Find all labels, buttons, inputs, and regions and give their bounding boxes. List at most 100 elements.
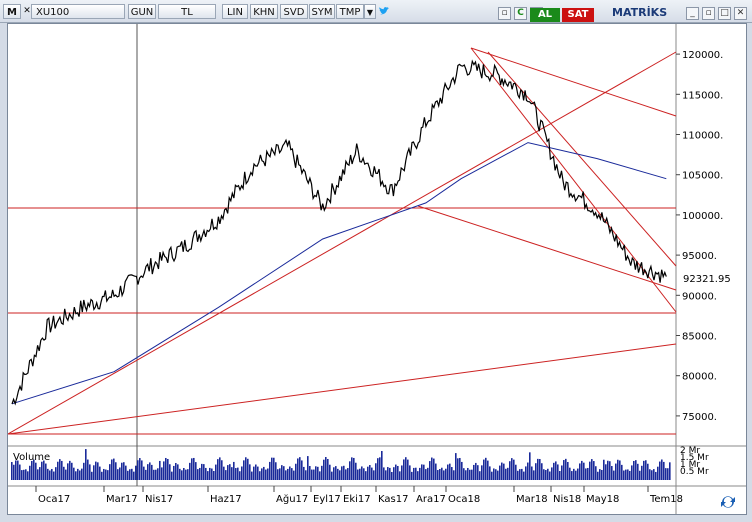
x-tick-label: Eyl17 — [313, 494, 341, 505]
volume-bar — [525, 466, 527, 480]
volume-tick-label: 0.5 Mr — [680, 467, 709, 477]
dropdown-arrow-icon[interactable]: ▼ — [364, 4, 376, 19]
chart-frame — [8, 24, 746, 514]
volume-bar — [499, 465, 501, 480]
period-button[interactable]: GUN — [128, 4, 156, 19]
sell-button[interactable]: SAT — [562, 8, 594, 22]
refresh-icon[interactable]: C — [514, 7, 527, 20]
volume-bar — [613, 470, 615, 480]
svd-button[interactable]: SVD — [280, 4, 308, 19]
volume-bar — [309, 466, 311, 480]
volume-bar — [325, 457, 327, 480]
lin-button[interactable]: LIN — [222, 4, 248, 19]
volume-bar — [427, 467, 429, 480]
volume-bar — [655, 471, 657, 480]
sync-icon[interactable] — [718, 494, 738, 510]
volume-bar — [219, 457, 221, 480]
volume-bar — [75, 471, 77, 480]
volume-bar — [425, 469, 427, 480]
sym-button[interactable]: SYM — [309, 4, 335, 19]
volume-bar — [205, 467, 207, 480]
volume-bar — [509, 461, 511, 480]
volume-bar — [361, 466, 363, 480]
volume-bar — [631, 465, 633, 480]
volume-bar — [187, 469, 189, 480]
trend-line — [7, 343, 677, 435]
pin-icon[interactable]: ▫ — [498, 7, 511, 20]
volume-bar — [21, 470, 23, 480]
toolbar: M ✕ XU100 GUN TL LIN KHN SVD SYM TMP ▼ ▫… — [0, 0, 752, 23]
volume-bar — [229, 464, 231, 480]
volume-bar — [545, 470, 547, 480]
volume-bar — [195, 462, 197, 480]
volume-bar — [333, 467, 335, 480]
minimize-icon[interactable]: _ — [686, 7, 699, 20]
volume-bar — [271, 457, 273, 480]
maximize-icon[interactable]: □ — [718, 7, 731, 20]
volume-bar — [647, 463, 649, 480]
close-symbol-icon[interactable]: ✕ — [23, 6, 31, 16]
buy-button[interactable]: AL — [530, 8, 560, 22]
volume-bar — [37, 469, 39, 480]
volume-bar — [67, 463, 69, 480]
volume-bar — [193, 457, 195, 480]
volume-bar — [231, 467, 233, 480]
volume-bar — [549, 471, 551, 480]
volume-bar — [63, 466, 65, 480]
last-price-label: 92321.95 — [683, 274, 731, 285]
volume-bar — [399, 471, 401, 480]
volume-bar — [363, 468, 365, 480]
volume-bar — [639, 470, 641, 480]
volume-bar — [251, 471, 253, 480]
volume-tick-label: 2 Mr — [680, 446, 700, 456]
volume-bar — [315, 466, 317, 480]
volume-bar — [591, 459, 593, 480]
volume-bar — [331, 471, 333, 480]
volume-bar — [287, 468, 289, 480]
volume-bar — [109, 464, 111, 480]
volume-bar — [235, 468, 237, 480]
volume-bar — [45, 463, 47, 480]
volume-bar — [17, 460, 19, 480]
x-tick-label: May18 — [586, 494, 619, 505]
menu-button[interactable]: M — [3, 4, 21, 19]
volume-bar — [31, 460, 33, 480]
volume-bar — [497, 470, 499, 480]
volume-bar — [595, 466, 597, 480]
khn-button[interactable]: KHN — [250, 4, 278, 19]
close-icon[interactable]: ✕ — [734, 7, 747, 20]
volume-bar — [275, 462, 277, 480]
volume-bar — [599, 469, 601, 480]
price-chart[interactable]: 120000. 115000. 110000. 105000. 100000. 95000… — [7, 24, 746, 514]
tmp-button[interactable]: TMP — [336, 4, 364, 19]
volume-bar — [157, 468, 159, 480]
volume-bar — [53, 471, 55, 480]
volume-bar — [35, 462, 37, 480]
chart-area[interactable]: 120000. 115000. 110000. 105000. 100000. 95000… — [7, 23, 747, 515]
x-tick-label: Mar18 — [516, 494, 548, 505]
volume-bar — [579, 463, 581, 480]
volume-bar — [175, 462, 177, 480]
volume-bar — [519, 469, 521, 480]
y-tick-label: 115000. — [682, 90, 723, 101]
currency-button[interactable]: TL — [158, 4, 216, 19]
volume-tick-label: 1.5 Mr — [680, 453, 709, 463]
volume-bar — [543, 469, 545, 480]
volume-bar — [571, 471, 573, 480]
volume-bar — [447, 464, 449, 480]
volume-bar — [429, 461, 431, 480]
symbol-input[interactable]: XU100 — [31, 4, 125, 19]
volume-bar — [217, 459, 219, 480]
twitter-icon[interactable] — [377, 4, 391, 19]
volume-bar — [589, 461, 591, 480]
volume-bar — [289, 466, 291, 480]
volume-bar — [563, 460, 565, 480]
volume-bar — [91, 471, 93, 480]
volume-bar — [465, 470, 467, 480]
volume-bar — [451, 467, 453, 480]
y-tick-label: 95000. — [682, 251, 717, 262]
restore-icon[interactable]: ▫ — [702, 7, 715, 20]
x-tick-label: Nis17 — [145, 494, 173, 505]
volume-bar — [449, 463, 451, 480]
volume-bar — [659, 461, 661, 480]
